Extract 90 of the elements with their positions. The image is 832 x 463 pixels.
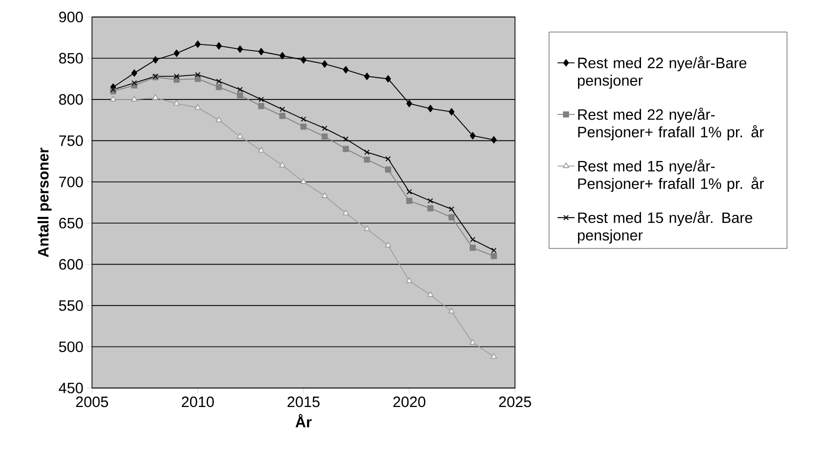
point [448,308,455,314]
point [300,116,306,122]
y-tick-label: 700 [59,176,83,188]
point [428,198,434,204]
point [279,112,286,119]
point [322,126,328,132]
point [195,72,200,78]
x-tick-label: 2020 [393,396,426,408]
point [406,189,412,194]
point [194,76,201,82]
point [406,198,412,204]
point [469,339,476,345]
point [174,74,180,80]
legend-label: Rest med 15 nye/år-Pensjoner+ frafall 1% pr. år [578,159,764,192]
point [216,78,222,84]
point [490,253,497,260]
point [194,40,201,48]
x-tick-label: 2015 [288,396,320,408]
point [448,214,455,220]
point [322,133,328,140]
point [385,166,392,173]
point [280,52,286,60]
point [448,108,454,116]
x-tick-label: 2025 [499,396,532,408]
point [385,156,391,162]
y-tick-label: 550 [59,300,83,311]
point [152,94,159,100]
point [216,42,222,50]
point [279,162,286,168]
point [258,96,264,102]
x-axis-title: År [296,414,312,428]
x-tick-label: 2005 [76,396,108,408]
point [110,96,116,102]
point [280,106,286,112]
point [427,205,434,212]
point [491,136,497,144]
point [321,192,328,198]
point [236,132,244,139]
point [364,225,370,231]
point [342,146,349,152]
point [342,66,349,74]
point [258,102,264,110]
point [385,75,391,82]
point [364,156,370,163]
y-tick-label: 850 [59,52,83,64]
point [428,104,434,112]
point [216,84,222,90]
y-tick-label: 900 [59,12,83,22]
x-tick-label: 2010 [182,396,214,408]
point [174,50,180,57]
y-tick-label: 600 [59,259,83,270]
point [470,244,476,251]
point [322,60,328,68]
point [131,69,138,77]
legend-label: Rest med 22 nye/år-Bare pensjoner [578,56,746,89]
point [194,104,201,110]
point [364,72,370,80]
y-tick-label: 450 [58,382,83,394]
point [173,100,180,106]
point [427,291,434,297]
point [237,86,243,92]
point [470,236,476,242]
y-tick-label: 500 [59,341,83,352]
legend-label: Rest med 15 nye/år. Bare pensjoner [578,210,752,244]
point [300,56,306,64]
point [406,100,412,108]
point [216,116,222,122]
point [364,149,370,155]
point [448,206,454,212]
point [152,56,158,64]
point [300,178,307,184]
y-tick-label: 750 [59,135,83,146]
point [237,92,244,98]
point [131,96,138,102]
point [258,146,264,153]
y-tick-label: 650 [59,218,83,228]
point [342,210,350,216]
point [300,124,307,130]
point [132,80,138,86]
y-axis-title: Antall personer [38,148,52,258]
point [491,248,497,254]
y-tick-label: 800 [59,94,83,105]
point [406,277,412,283]
point [470,132,476,140]
point [258,48,264,56]
point [237,46,243,53]
legend-label: Rest med 22 nye/år-Pensjoner+ frafall 1% pr. år [578,108,764,140]
point [384,242,392,248]
point [343,136,349,142]
point [490,353,498,359]
